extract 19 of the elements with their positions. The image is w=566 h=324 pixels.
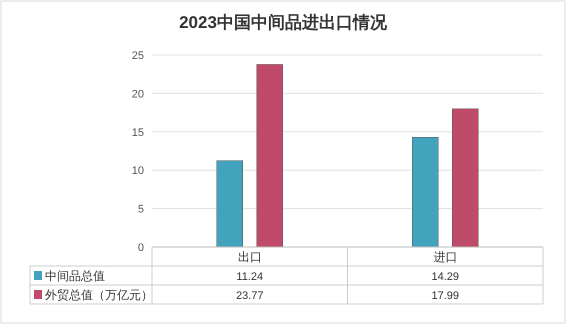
bar — [412, 137, 438, 248]
y-tick-label: 5 — [138, 204, 144, 216]
y-tick-label: 25 — [132, 50, 144, 62]
y-tick-label: 20 — [132, 88, 144, 100]
bar — [452, 108, 478, 248]
x-tick-label: 出口 — [238, 250, 262, 264]
chart-title: 2023中国中间品进出口情况 — [179, 13, 388, 32]
legend-label: 外贸总值（万亿元） — [45, 288, 153, 302]
y-tick-label: 0 — [138, 242, 144, 254]
data-label: 17.99 — [431, 290, 460, 302]
data-label: 23.77 — [236, 290, 264, 302]
y-tick-label: 15 — [132, 126, 144, 139]
legend-label: 中间品总值 — [45, 269, 105, 283]
data-label: 14.29 — [431, 271, 460, 283]
bar — [216, 160, 243, 248]
x-tick-label: 进口 — [433, 250, 458, 264]
data-label: 11.24 — [236, 271, 264, 283]
bar — [256, 64, 283, 248]
y-tick-label: 10 — [132, 165, 144, 178]
